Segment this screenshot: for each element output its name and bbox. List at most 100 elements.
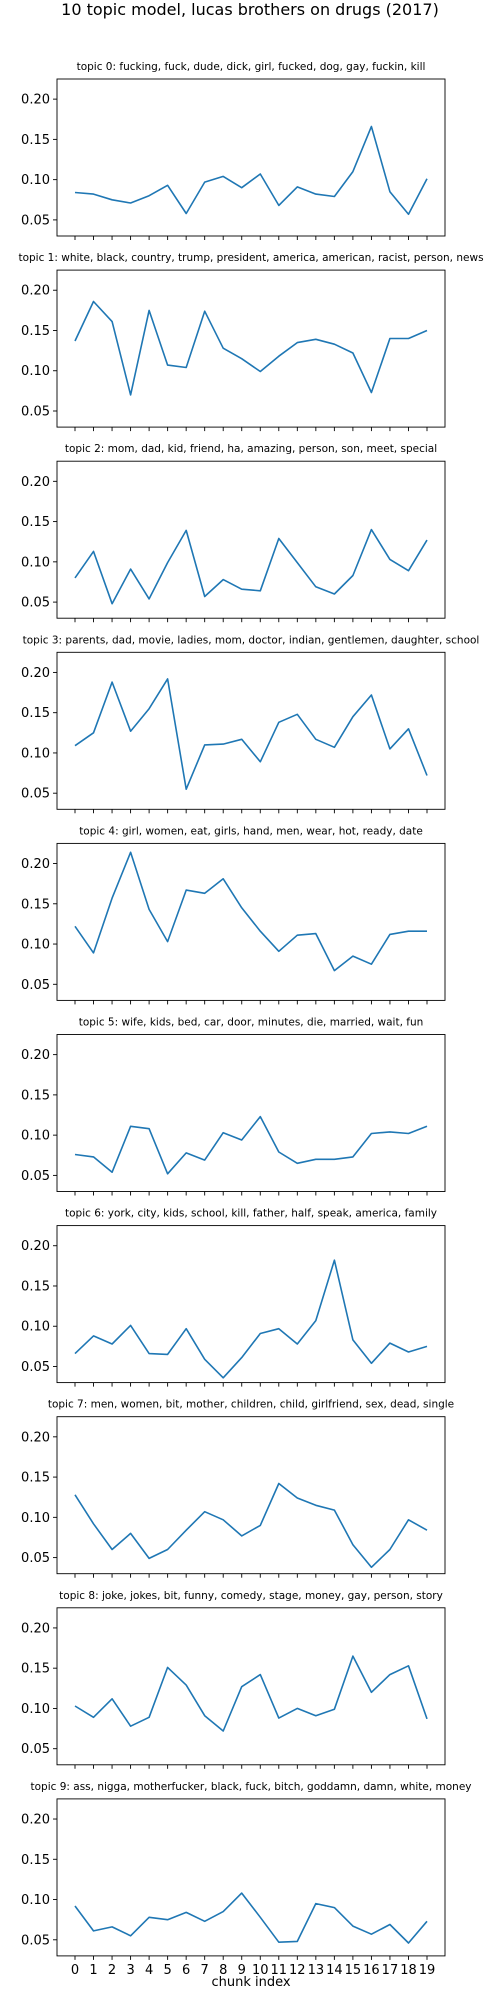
series-line [74, 1482, 428, 1569]
figure-title: 10 topic model, lucas brothers on drugs … [61, 0, 439, 19]
data-point [333, 1906, 336, 1909]
subplot-title: topic 2: mom, dad, kid, friend, ha, amaz… [65, 443, 437, 455]
data-point [259, 1916, 262, 1919]
data-point [222, 175, 225, 178]
data-point [389, 1673, 392, 1676]
y-tick-label: 0.15 [21, 324, 50, 339]
data-point [148, 1352, 151, 1355]
data-point [352, 1156, 355, 1159]
axes-frame [56, 1034, 446, 1192]
data-point [277, 204, 280, 207]
data-point [296, 1497, 299, 1500]
data-point [148, 908, 151, 911]
data-point [277, 1941, 280, 1944]
data-point [240, 1535, 243, 1538]
subplot-6: topic 6: york, city, kids, school, kill,… [21, 1208, 446, 1387]
data-point [333, 1259, 336, 1262]
x-tick-label: 17 [382, 1963, 399, 1978]
y-tick-label: 0.10 [21, 1702, 50, 1717]
data-point [333, 1158, 336, 1161]
y-tick-label: 0.20 [21, 475, 50, 490]
data-point [222, 347, 225, 350]
data-point [333, 195, 336, 198]
y-tick-label: 0.15 [21, 1471, 50, 1486]
x-tick-label: 6 [182, 1963, 190, 1978]
data-point [222, 578, 225, 581]
data-point [296, 1940, 299, 1943]
data-point [352, 955, 355, 958]
data-point [111, 320, 114, 323]
data-point [185, 366, 188, 369]
data-point [92, 731, 95, 734]
data-point [407, 1132, 410, 1135]
data-point [74, 1705, 77, 1708]
data-point [296, 1162, 299, 1165]
y-tick-label: 0.20 [21, 93, 50, 108]
data-point [370, 694, 373, 697]
data-point [92, 1522, 95, 1525]
data-point [352, 1655, 355, 1658]
data-point [389, 190, 392, 193]
data-point [111, 1697, 114, 1700]
data-point [166, 561, 169, 564]
data-point [148, 1127, 151, 1130]
data-point [370, 391, 373, 394]
data-point [407, 930, 410, 933]
data-point [407, 1664, 410, 1667]
subplot-8: topic 8: joke, jokes, bit, funny, comedy… [21, 1590, 446, 1769]
data-point [129, 1934, 132, 1937]
data-point [314, 1158, 317, 1161]
x-tick-label: 2 [108, 1963, 116, 1978]
data-point [166, 1172, 169, 1175]
subplot-2: topic 2: mom, dad, kid, friend, ha, amaz… [21, 443, 446, 623]
subplot-title: topic 4: girl, women, eat, girls, hand, … [79, 825, 423, 837]
series-line [74, 1655, 428, 1732]
data-point [129, 202, 132, 205]
y-tick-label: 0.10 [21, 1893, 50, 1908]
subplot-title: topic 6: york, city, kids, school, kill,… [65, 1208, 437, 1220]
data-point [389, 933, 392, 936]
data-point [222, 877, 225, 880]
subplot-title: topic 0: fucking, fuck, dude, dick, girl… [77, 61, 426, 73]
y-tick-label: 0.20 [21, 1048, 50, 1063]
data-point [277, 537, 280, 540]
y-tick-label: 0.15 [21, 515, 50, 530]
data-point [333, 343, 336, 346]
data-point [277, 1482, 280, 1485]
subplot-4: topic 4: girl, women, eat, girls, hand, … [21, 825, 446, 1005]
data-point [277, 1151, 280, 1154]
data-point [296, 934, 299, 937]
subplot-title: topic 7: men, women, bit, mother, childr… [48, 1399, 454, 1411]
data-point [333, 593, 336, 596]
data-point [74, 1493, 77, 1496]
subplot-title: topic 3: parents, dad, movie, ladies, mo… [23, 634, 480, 646]
y-tick-label: 0.10 [21, 173, 50, 188]
axes-frame [56, 1416, 446, 1575]
data-point [148, 1557, 151, 1560]
x-tick-label: 12 [289, 1963, 306, 1978]
data-point [222, 1910, 225, 1913]
data-point [314, 338, 317, 341]
data-point [426, 177, 429, 180]
data-point [185, 1152, 188, 1155]
data-point [352, 574, 355, 577]
data-point [166, 1918, 169, 1921]
data-point [389, 1548, 392, 1551]
y-tick-label: 0.15 [21, 1088, 50, 1103]
axes-frame [56, 1225, 446, 1384]
data-point [166, 1666, 169, 1669]
data-point [333, 1708, 336, 1711]
data-point [296, 713, 299, 716]
y-tick-label: 0.20 [21, 857, 50, 872]
data-point [111, 1548, 114, 1551]
x-tick-label: 9 [238, 1963, 246, 1978]
data-point [203, 1714, 206, 1717]
data-point [259, 370, 262, 373]
data-point [277, 721, 280, 724]
axes-frame [56, 842, 446, 1001]
data-point [222, 1131, 225, 1134]
data-point [74, 577, 77, 580]
y-tick-label: 0.15 [21, 133, 50, 148]
y-tick-label: 0.20 [21, 666, 50, 681]
x-tick-label: 18 [400, 1963, 417, 1978]
